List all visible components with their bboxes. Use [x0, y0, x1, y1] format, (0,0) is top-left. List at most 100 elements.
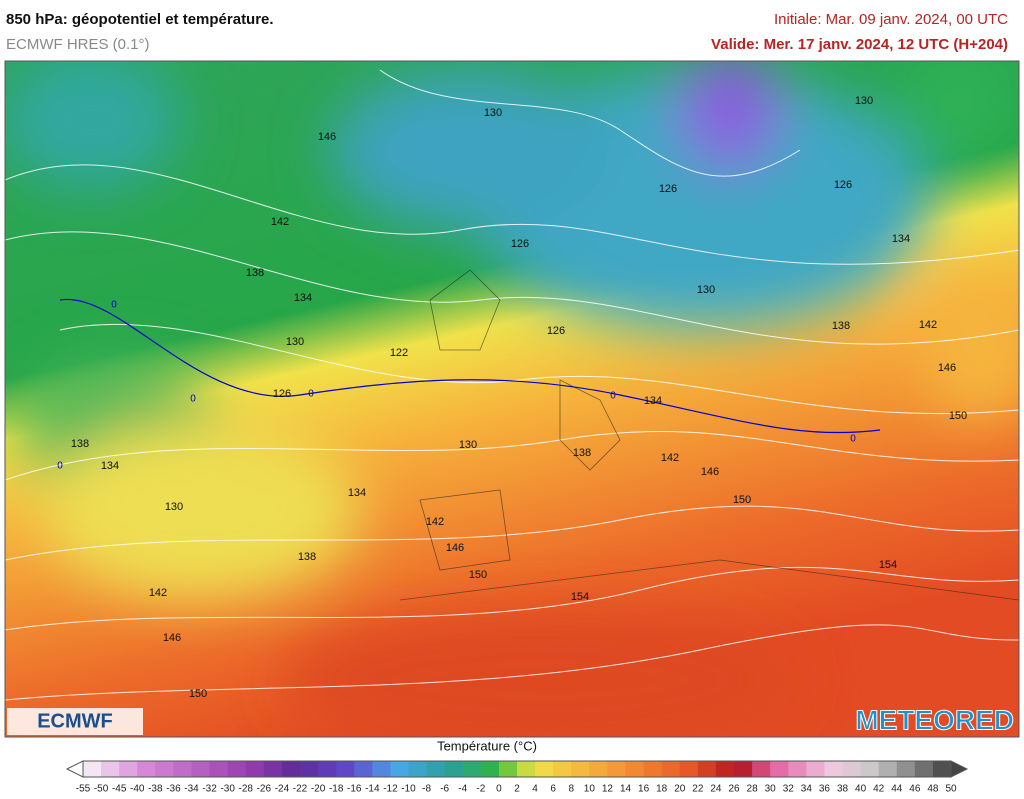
colorbar-bin [281, 761, 301, 777]
colorbar-tick-label: -20 [311, 784, 326, 795]
colorbar-bin [824, 761, 843, 777]
colorbar-bin [896, 761, 916, 777]
colorbar-bin [770, 761, 789, 777]
colorbar-bin [788, 761, 807, 777]
colorbar-tick-label: 0 [496, 784, 502, 795]
zero-isotherm-label: 0 [610, 391, 616, 402]
zero-isotherm-label: 0 [190, 394, 196, 405]
colorbar-tick-label: 22 [692, 784, 704, 795]
contour-label: 142 [149, 587, 167, 599]
legend-title: Température (°C) [437, 738, 537, 753]
contour-label: 138 [573, 447, 591, 459]
contour-label: 134 [892, 233, 910, 245]
valid-time: Valide: Mer. 17 janv. 2024, 12 UTC (H+20… [711, 36, 1008, 53]
colorbar-tick-label: -38 [148, 784, 163, 795]
contour-label: 122 [390, 347, 408, 359]
colorbar-bin [408, 761, 428, 777]
contour-label: 138 [832, 320, 850, 332]
zero-isotherm-label: 0 [111, 300, 117, 311]
colorbar-tick-label: 28 [747, 784, 759, 795]
colorbar-tick-label: 44 [891, 784, 903, 795]
contour-label: 134 [644, 395, 662, 407]
colorbar-bin [480, 761, 500, 777]
colorbar-tick-label: -40 [130, 784, 145, 795]
contour-label: 126 [659, 183, 677, 195]
colorbar-bin [806, 761, 825, 777]
colorbar-tick-label: -34 [184, 784, 199, 795]
colorbar-bin [336, 761, 355, 777]
zero-isotherm-label: 0 [57, 461, 63, 472]
colorbar-tick-label: -10 [401, 784, 416, 795]
contour-label: 126 [547, 325, 565, 337]
colorbar-bin [101, 761, 120, 777]
contour-label: 134 [294, 292, 312, 304]
colorbar-tick-label: 36 [819, 784, 831, 795]
colorbar-bin [661, 761, 681, 777]
colorbar-tick-label: -36 [166, 784, 181, 795]
colorbar-tick-label: 4 [532, 784, 538, 795]
colorbar-bin [300, 761, 319, 777]
contour-label: 142 [661, 452, 679, 464]
colorbar-tick-label: 32 [783, 784, 795, 795]
colorbar-tick-label: 24 [710, 784, 722, 795]
colorbar-tick-label: -14 [365, 784, 380, 795]
logo-left: ECMWF [7, 708, 143, 735]
zero-isotherm-label: 0 [850, 434, 856, 445]
colorbar-bin [426, 761, 446, 777]
contour-label: 146 [163, 632, 181, 644]
colorbar-tick-label: 18 [656, 784, 668, 795]
colorbar-bin [354, 761, 373, 777]
colorbar-bin [209, 761, 229, 777]
colorbar-tick-label: 12 [602, 784, 614, 795]
contour-label: 138 [246, 267, 264, 279]
colorbar-bin [752, 761, 771, 777]
colorbar-bin [462, 761, 482, 777]
contour-label: 126 [834, 179, 852, 191]
colorbar-tick-label: -6 [440, 784, 449, 795]
colorbar-bin [191, 761, 211, 777]
colorbar-bin [372, 761, 391, 777]
contour-label: 126 [511, 238, 529, 250]
colorbar-frame [82, 760, 952, 778]
colorbar-bin [553, 761, 572, 777]
logo-text: ECMWF [37, 710, 113, 732]
colorbar-tick-label: 14 [620, 784, 632, 795]
colorbar-bin [715, 761, 735, 777]
title: 850 hPa: géopotentiel et température. [6, 11, 274, 28]
colorbar-bin [318, 761, 337, 777]
colorbar-bin [227, 761, 247, 777]
colorbar-tick-label: 26 [728, 784, 740, 795]
contour-label: 134 [348, 487, 366, 499]
colorbar-tick-label: -26 [257, 784, 272, 795]
colorbar-tick-label: 42 [873, 784, 885, 795]
colorbar-tick-label: 8 [568, 784, 574, 795]
contour-label: 130 [165, 501, 183, 513]
colorbar-tick-label: -28 [239, 784, 254, 795]
subtitle: ECMWF HRES (0.1°) [6, 36, 150, 53]
colorbar: -55 -50 -45 -40 -38 -36 -34 -32 -30 -28 -26 -24 -22-… [65, 760, 969, 795]
contour-label: 154 [879, 559, 897, 571]
colorbar-bin [697, 761, 717, 777]
colorbar-bin [83, 761, 102, 777]
colorbar-bin [444, 761, 464, 777]
colorbar-tick-label: 50 [945, 784, 957, 795]
colorbar-tick-label: 46 [909, 784, 921, 795]
colorbar-bin [625, 761, 645, 777]
colorbar-bin [571, 761, 590, 777]
map: 130 146 130 126 126 142 126 134 138 134 130 126 138 1… [5, 61, 1019, 737]
colorbar-bin [119, 761, 138, 777]
colorbar-tick-label: 16 [638, 784, 650, 795]
colorbar-bin [842, 761, 862, 777]
colorbar-tick-label: -16 [347, 784, 362, 795]
colorbar-tick-label: 6 [550, 784, 556, 795]
colorbar-tick-label: -30 [220, 784, 235, 795]
colorbar-tick-label: -2 [476, 784, 485, 795]
colorbar-arrow-left [65, 760, 84, 778]
colorbar-bin [245, 761, 265, 777]
contour-label: 154 [571, 591, 589, 603]
colorbar-bin [498, 761, 518, 777]
contour-label: 138 [298, 551, 316, 563]
colorbar-tick-label: 2 [514, 784, 520, 795]
contour-label: 130 [286, 336, 304, 348]
colorbar-bin [607, 761, 626, 777]
